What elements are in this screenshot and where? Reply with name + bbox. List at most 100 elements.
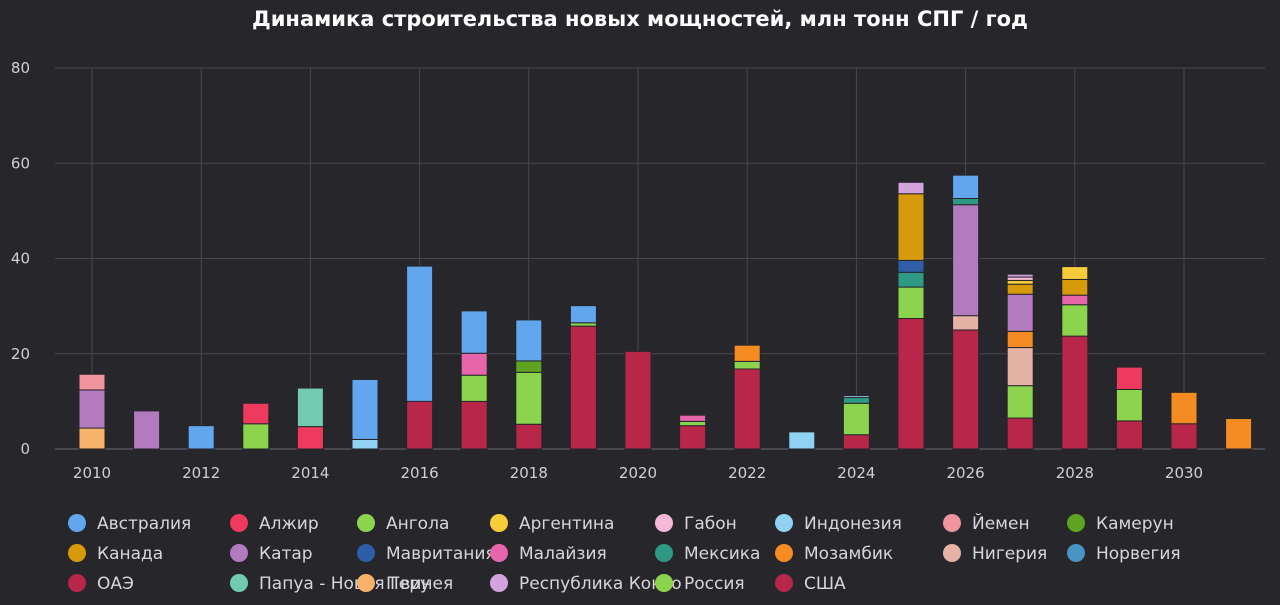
legend-item[interactable]: ОАЭ	[68, 574, 134, 594]
bar-segment[interactable]	[952, 315, 980, 331]
bar-segment[interactable]	[569, 322, 597, 327]
bar-segment[interactable]	[1061, 294, 1089, 306]
bar-segment[interactable]	[624, 350, 652, 450]
bar-segment[interactable]	[842, 434, 870, 450]
bar-segment[interactable]	[897, 271, 925, 288]
bar-segment[interactable]	[952, 174, 980, 199]
legend-item[interactable]: Нигерия	[943, 544, 1047, 564]
bar-segment[interactable]	[1006, 330, 1034, 349]
bar-segment[interactable]	[897, 193, 925, 261]
bar-segment[interactable]	[842, 397, 870, 404]
bar-segment[interactable]	[515, 371, 543, 425]
bar-segment[interactable]	[679, 420, 707, 427]
bar-segment[interactable]	[952, 204, 980, 317]
legend-item[interactable]: Алжир	[230, 514, 319, 534]
legend-item[interactable]: Малайзия	[490, 544, 607, 564]
bar-segment[interactable]	[679, 414, 707, 422]
bar-segment[interactable]	[1006, 347, 1034, 387]
x-tick-label: 2024	[837, 464, 875, 482]
legend-label: Индонезия	[804, 514, 902, 534]
bar-segment[interactable]	[1225, 418, 1253, 450]
legend-item[interactable]: Россия	[655, 574, 745, 594]
bar-segment[interactable]	[842, 402, 870, 436]
bar-segment[interactable]	[842, 395, 870, 399]
y-tick-label: 40	[11, 250, 30, 268]
legend-item[interactable]: Мозамбик	[775, 544, 893, 564]
bar-segment[interactable]	[78, 389, 106, 429]
legend-item[interactable]: Катар	[230, 544, 313, 564]
bar-segment[interactable]	[897, 286, 925, 320]
bar-segment[interactable]	[133, 410, 161, 450]
bar-segment[interactable]	[242, 402, 270, 425]
legend-item[interactable]: Индонезия	[775, 514, 902, 534]
bar-segment[interactable]	[242, 423, 270, 450]
bar-segment[interactable]	[1115, 420, 1143, 450]
legend-swatch	[655, 514, 673, 532]
bar-segment[interactable]	[1061, 278, 1089, 296]
legend-label: Алжир	[259, 514, 319, 534]
bar-segment[interactable]	[952, 197, 980, 206]
bar-segment[interactable]	[515, 423, 543, 450]
bar-segment[interactable]	[1006, 279, 1034, 285]
bar-segment[interactable]	[733, 344, 761, 362]
bar-segment[interactable]	[952, 329, 980, 450]
x-tick-label: 2010	[73, 464, 111, 482]
bar-segment[interactable]	[1006, 293, 1034, 332]
bar-segment[interactable]	[78, 427, 106, 450]
legend-label: ОАЭ	[97, 574, 134, 594]
bar-segment[interactable]	[788, 431, 816, 450]
legend-label: Камерун	[1096, 514, 1174, 534]
legend-item[interactable]: Мексика	[655, 544, 760, 564]
legend-item[interactable]: Норвегия	[1067, 544, 1181, 564]
legend-item[interactable]: Мавритания	[357, 544, 496, 564]
bar-segment[interactable]	[897, 181, 925, 195]
bar-segment[interactable]	[733, 368, 761, 450]
bar-segment[interactable]	[460, 374, 488, 402]
bar-segment[interactable]	[679, 425, 707, 450]
legend-item[interactable]: Ангола	[357, 514, 449, 534]
bar-segment[interactable]	[1006, 385, 1034, 419]
bar-segment[interactable]	[733, 360, 761, 370]
bar-segment[interactable]	[897, 259, 925, 273]
bar-segment[interactable]	[1115, 366, 1143, 390]
bar-segment[interactable]	[351, 378, 379, 440]
bar-segment[interactable]	[897, 318, 925, 450]
legend-item[interactable]: Папуа - Новая Гвинея	[230, 574, 453, 594]
bar-segment[interactable]	[296, 426, 324, 450]
bar-segment[interactable]	[460, 400, 488, 450]
bar-segment[interactable]	[460, 310, 488, 354]
legend-item[interactable]: Республика Конго	[490, 574, 682, 594]
bar-segment[interactable]	[569, 305, 597, 324]
bar-segment[interactable]	[515, 360, 543, 373]
legend-label: Мозамбик	[804, 544, 893, 564]
bar-segment[interactable]	[569, 325, 597, 450]
legend-item[interactable]: Габон	[655, 514, 737, 534]
bar-segment[interactable]	[515, 319, 543, 362]
bar-segment[interactable]	[351, 438, 379, 450]
bar-segment[interactable]	[1061, 335, 1089, 450]
bar-segment[interactable]	[406, 400, 434, 450]
legend-item[interactable]: Канада	[68, 544, 163, 564]
bar-segment[interactable]	[1006, 273, 1034, 278]
legend-item[interactable]: США	[775, 574, 846, 594]
bar-segment[interactable]	[1061, 304, 1089, 337]
bar-segment[interactable]	[1061, 266, 1089, 280]
bar-segment[interactable]	[1006, 283, 1034, 295]
bar-segment[interactable]	[460, 352, 488, 376]
bar-segment[interactable]	[78, 373, 106, 391]
legend-item[interactable]: Аргентина	[490, 514, 614, 534]
legend-item[interactable]: Австралия	[68, 514, 191, 534]
legend-item[interactable]: Камерун	[1067, 514, 1174, 534]
bar-segment[interactable]	[406, 265, 434, 402]
bar-segment[interactable]	[1170, 423, 1198, 450]
bar-segment[interactable]	[296, 387, 324, 428]
legend-label: Мексика	[684, 544, 760, 564]
bar-segment[interactable]	[1115, 388, 1143, 422]
bar-segment[interactable]	[187, 425, 215, 450]
bar-segment[interactable]	[1170, 391, 1198, 425]
legend-item[interactable]: Йемен	[943, 512, 1030, 534]
legend-item[interactable]: Перу	[357, 574, 430, 594]
legend-label: Малайзия	[519, 544, 607, 564]
bar-segment[interactable]	[1006, 417, 1034, 450]
bar-segment[interactable]	[1006, 276, 1034, 281]
